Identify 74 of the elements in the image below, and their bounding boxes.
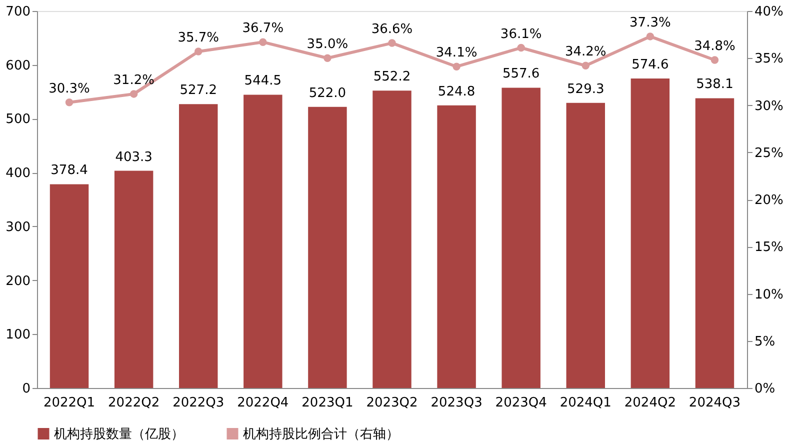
bar [114,170,154,388]
data-label: 34.2% [564,44,606,60]
point [130,90,138,98]
data-label: 31.2% [113,72,154,88]
bar [630,78,670,388]
y-tick-label: 100 [6,328,30,343]
data-label: 527.2 [180,83,217,98]
y-tick-label: 0 [22,382,30,396]
point [259,38,267,46]
point [517,44,525,52]
y-tick-label: 400 [6,166,30,182]
legend-label: 机构持股数量（亿股） [54,426,184,442]
y2-tick-label: 10% [754,287,784,302]
y-tick-label: 300 [6,220,30,235]
y2-tick-label: 25% [754,146,784,161]
x-tick-label: 2023Q3 [430,396,482,410]
data-label: 34.1% [436,46,478,61]
y2-tick-label: 5% [754,334,776,350]
x-tick-label: 2024Q3 [688,396,741,410]
bar [179,104,218,388]
x-tick-label: 2023Q1 [302,396,354,410]
y-tick-label: 200 [6,274,30,289]
y-tick-label: 500 [6,112,30,128]
data-label: 522.0 [308,86,346,101]
data-label: 557.6 [502,66,540,82]
data-label: 35.0% [306,37,348,52]
y2-tick-label: 15% [754,240,784,256]
point [194,48,202,56]
bar [50,184,89,388]
bar [244,94,282,388]
x-tick-label: 2023Q2 [366,396,418,410]
data-label: 403.3 [115,150,152,165]
x-tick-label: 2022Q2 [108,396,160,410]
data-label: 36.7% [242,21,284,36]
y2-tick-label: 0% [754,382,776,396]
point [388,39,396,47]
y2-tick-label: 35% [754,52,784,67]
point [452,62,460,70]
point [582,62,590,70]
bar [372,90,412,388]
bar [308,106,347,388]
data-label: 538.1 [696,77,734,92]
data-label: 544.5 [244,74,282,89]
data-label: 529.3 [567,82,604,97]
y-tick-label: 600 [6,58,30,74]
data-label: 30.3% [48,81,90,96]
x-tick-label: 2022Q3 [172,396,224,410]
data-label: 37.3% [630,15,671,30]
point [324,54,332,62]
x-tick-label: 2023Q4 [495,396,547,410]
y2-tick-label: 20% [754,193,784,208]
data-label: 524.8 [438,84,476,100]
data-label: 35.7% [178,30,220,46]
point [646,32,654,40]
y2-tick-label: 40% [754,4,784,20]
data-label: 34.8% [694,39,736,54]
x-tick-label: 2022Q4 [237,396,289,410]
point [710,56,719,64]
x-tick-label: 2022Q1 [43,396,96,410]
y-tick-label: 700 [6,4,30,20]
data-label: 36.1% [500,26,542,42]
data-label: 378.4 [50,163,88,178]
x-tick-label: 2024Q1 [560,396,612,410]
bar [566,102,605,388]
data-label: 36.6% [371,22,413,38]
point [65,98,74,106]
data-label: 552.2 [373,70,411,85]
data-label: 574.6 [632,58,669,73]
y2-tick-label: 30% [754,98,784,114]
legend-label: 机构持股比例合计（右轴） [243,426,399,442]
bar [502,88,540,388]
x-tick-label: 2024Q2 [624,396,676,410]
bar [695,98,734,388]
bar [437,105,476,388]
